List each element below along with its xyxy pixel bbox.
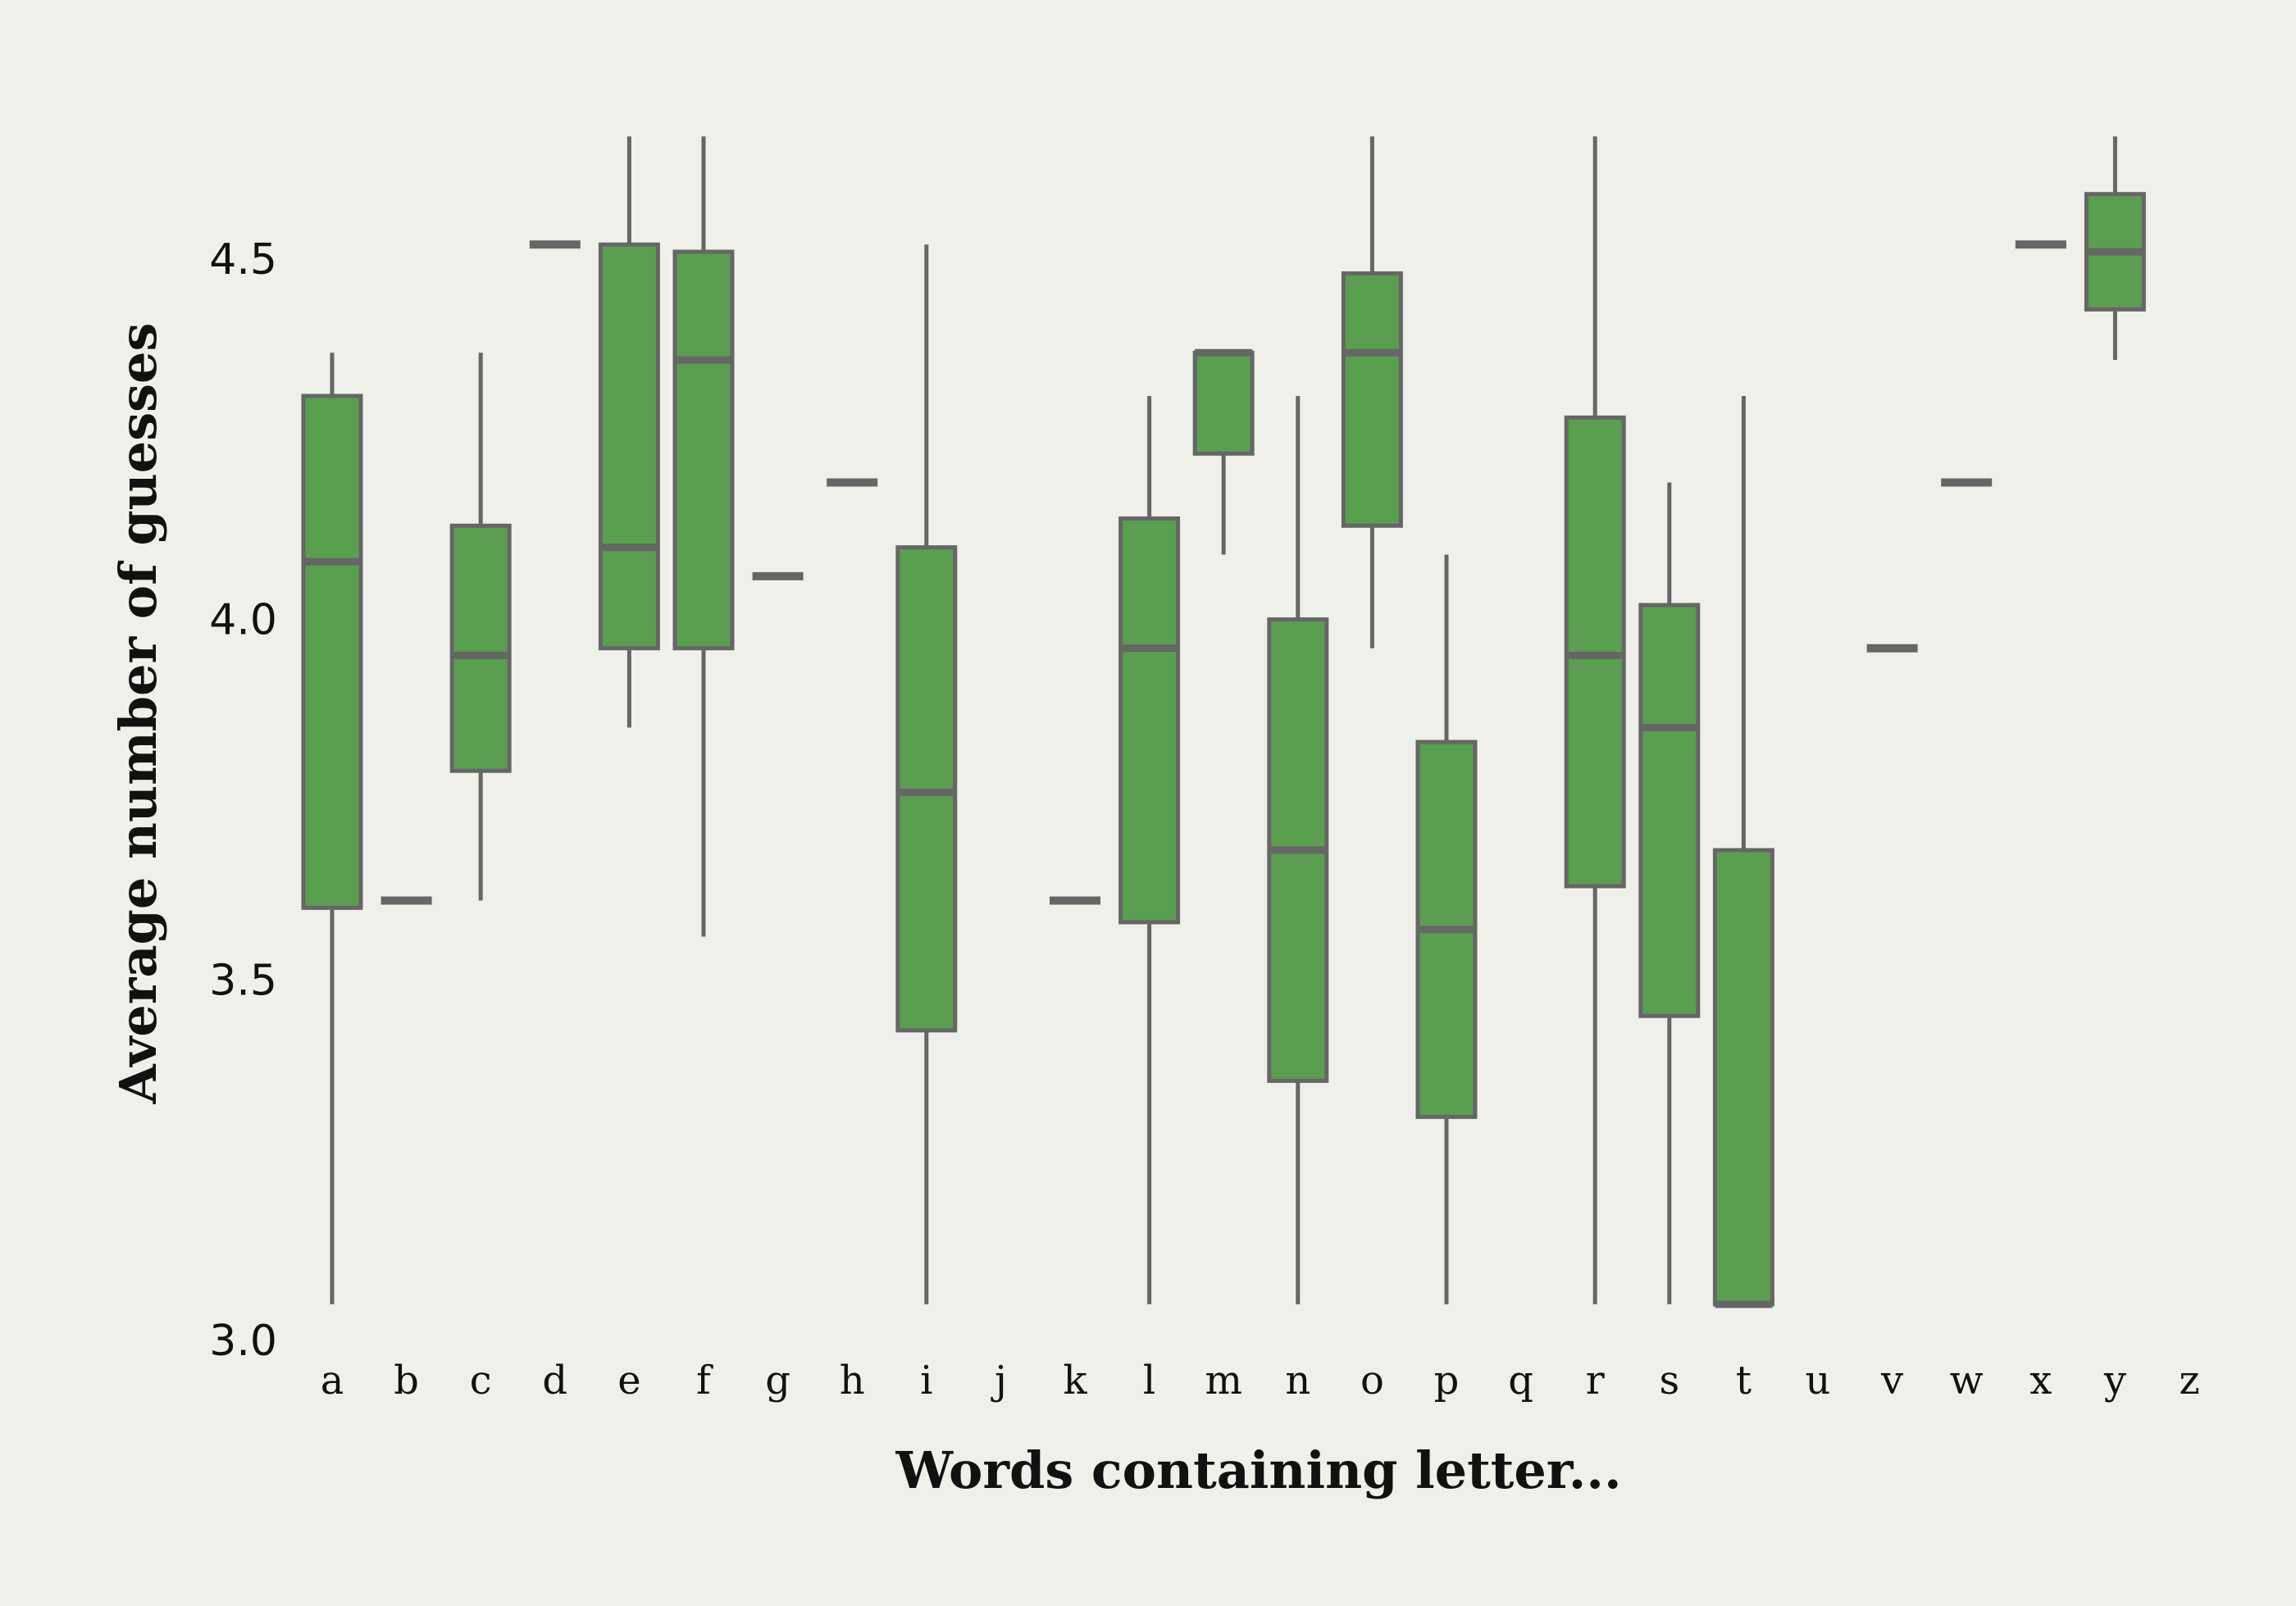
y-axis-title: Average number of guesses <box>108 323 168 1105</box>
y-tick-label: 3.5 <box>209 956 277 1005</box>
iqr-box <box>301 394 363 910</box>
iqr-box <box>672 249 735 651</box>
box-m <box>1192 348 1255 555</box>
x-tick-label: u <box>1806 1358 1831 1404</box>
box-c <box>449 353 512 901</box>
x-tick-label: m <box>1205 1358 1242 1404</box>
y-tick-label: 3.0 <box>209 1317 277 1366</box>
x-tick-label: p <box>1434 1358 1460 1404</box>
x-tick-label: j <box>991 1358 1007 1404</box>
box-a <box>301 353 363 1305</box>
x-tick-label: t <box>1736 1358 1752 1404</box>
box-r <box>1564 136 1626 1305</box>
x-tick-label: g <box>765 1358 790 1404</box>
iqr-box <box>1192 350 1255 456</box>
x-tick-label: o <box>1360 1358 1384 1404</box>
x-tick-label: z <box>2179 1358 2199 1404</box>
x-tick-label: f <box>696 1358 713 1404</box>
x-tick-label: s <box>1659 1358 1679 1404</box>
x-tick-label: q <box>1508 1358 1533 1404</box>
box-l <box>1118 395 1181 1305</box>
x-tick-label: k <box>1063 1358 1087 1404</box>
x-tick-label: r <box>1586 1358 1605 1404</box>
iqr-box <box>598 242 660 651</box>
x-tick-label: y <box>2103 1358 2126 1404</box>
iqr-box <box>1118 516 1181 925</box>
x-tick-label: n <box>1285 1358 1310 1404</box>
x-tick-label: w <box>1950 1358 1984 1404</box>
y-tick-label: 4.5 <box>209 235 277 284</box>
x-tick-label: a <box>321 1358 344 1404</box>
box-s <box>1638 482 1701 1305</box>
x-tick-label: e <box>617 1358 640 1404</box>
x-tick-label: d <box>542 1358 567 1404</box>
x-tick-label: c <box>470 1358 492 1404</box>
x-tick-label: b <box>394 1358 419 1404</box>
x-tick-label: h <box>840 1358 865 1404</box>
x-tick-label: i <box>920 1358 932 1404</box>
x-tick-label: x <box>2029 1358 2052 1404</box>
box-f <box>672 136 735 937</box>
iqr-box <box>1638 603 1701 1018</box>
iqr-box <box>1341 271 1403 528</box>
box-n <box>1267 395 1329 1305</box>
box-y <box>2084 136 2146 360</box>
iqr-box <box>1712 848 1774 1307</box>
y-axis-ticks: 3.0 3.5 4.0 4.5 <box>209 235 277 1366</box>
x-tick-label: l <box>1143 1358 1155 1404</box>
x-tick-label: v <box>1880 1358 1903 1404</box>
iqr-box <box>449 523 512 773</box>
box-e <box>598 136 660 728</box>
x-axis-title: Words containing letter... <box>895 1440 1621 1500</box>
box-p <box>1415 554 1478 1305</box>
box-o <box>1341 136 1403 648</box>
y-tick-label: 4.0 <box>209 596 277 645</box>
box-i <box>895 244 958 1305</box>
box-t <box>1712 395 1774 1308</box>
plot-area <box>301 136 2146 1308</box>
